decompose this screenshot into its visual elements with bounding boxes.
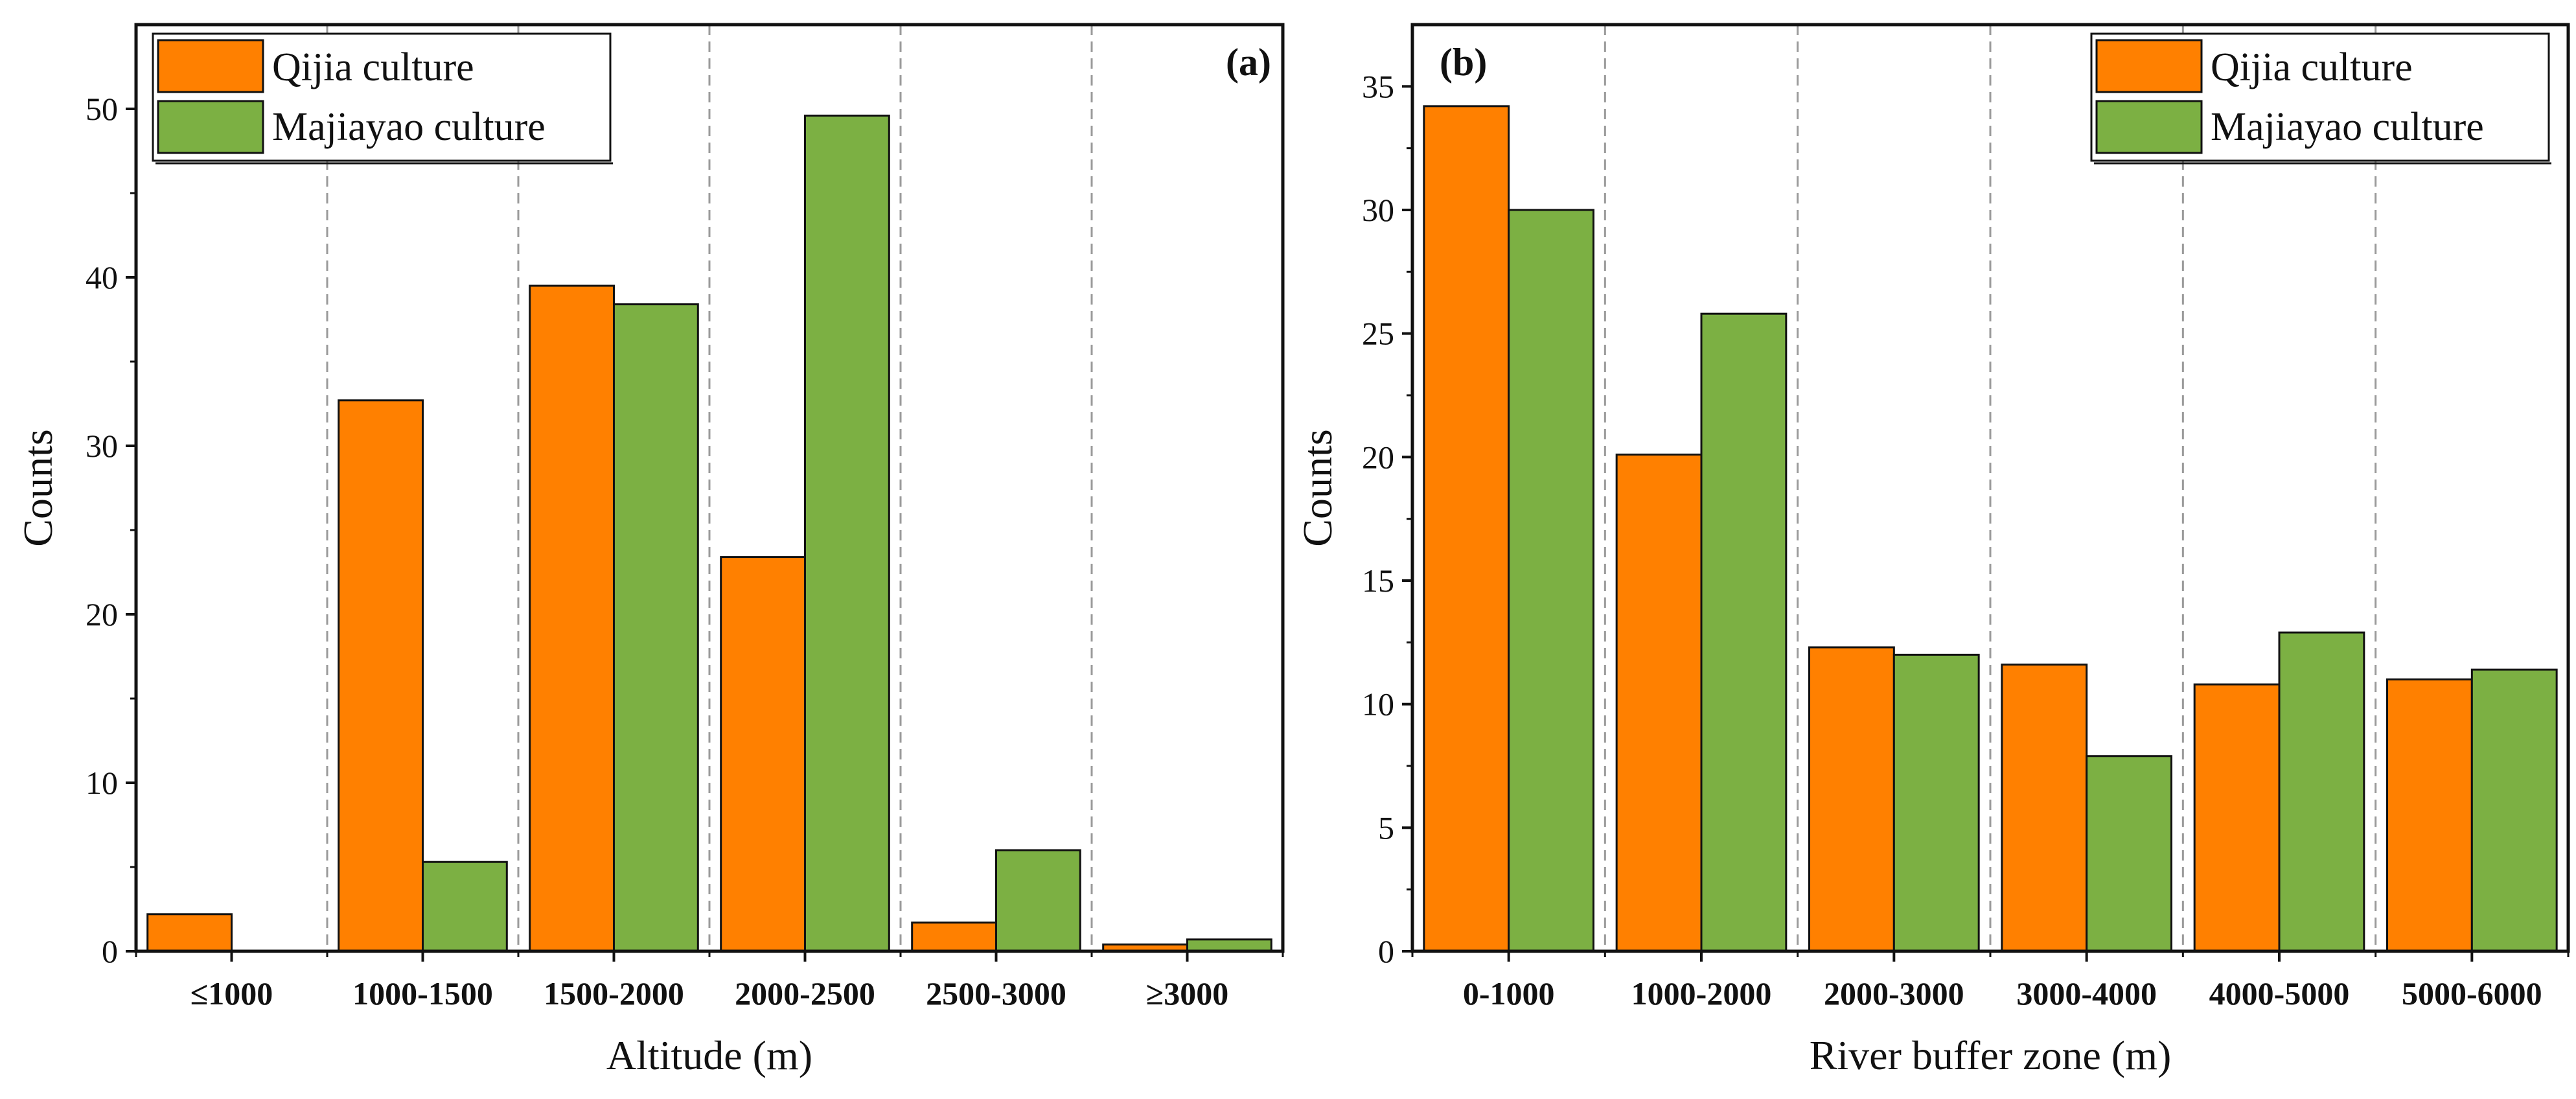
x-tick-label: 2500-3000 [926,975,1066,1012]
bar-qijia-1 [338,399,424,953]
y-axis-title: Counts [15,429,61,546]
bar-qijia-2 [529,284,615,953]
x-tick-label: 0-1000 [1463,975,1555,1012]
x-axis-title: Altitude (m) [606,1032,812,1078]
x-tick-label: 1000-2000 [1631,975,1772,1012]
legend-swatch-majiayao [157,100,264,154]
panel-b: 0 5 10 15 20 25 30 35 0-1000 1000-2000 2000-3000 3… [1294,23,2570,1078]
legend-label-qijia: Qijia culture [272,45,474,89]
x-tick-label: ≥3000 [1146,975,1228,1012]
y-tick-label: 25 [1362,316,1394,352]
y-tick-label: 40 [86,259,118,295]
x-tick-label: ≤1000 [190,975,273,1012]
bar-majiayao-3 [2086,755,2172,953]
bar-qijia-0 [146,913,233,953]
legend-label-majiayao: Majiayao culture [272,105,546,149]
y-tick-label: 35 [1362,68,1394,104]
bar-majiayao-0 [1508,209,1594,953]
bar-majiayao-1 [1700,312,1788,953]
y-tick-label: 20 [86,596,118,632]
bar-majiayao-4 [2278,631,2365,953]
x-tick-label: 2000-2500 [735,975,875,1012]
panel-a: 0 10 20 30 40 50 ≤1000 1000-1500 1500-2000 2000-… [15,23,1285,1078]
y-tick-label: 0 [1378,933,1394,969]
y-tick-label: 30 [86,428,118,464]
bar-qijia-4 [911,921,997,953]
panel-label: (a) [1226,41,1271,84]
y-tick-label: 0 [102,933,118,969]
bar-qijia-3 [2001,664,2088,953]
bar-majiayao-3 [804,114,890,953]
bar-qijia-2 [1808,646,1895,953]
y-tick-label: 30 [1362,192,1394,228]
bar-majiayao-5 [2470,668,2558,953]
legend-label-qijia: Qijia culture [2211,45,2413,89]
y-tick-label: 20 [1362,439,1394,475]
bar-majiayao-2 [1892,653,1980,953]
x-tick-label: 4000-5000 [2209,975,2350,1012]
legend: Qijia culture Majiayao culture [152,32,613,165]
y-tick-label: 5 [1378,809,1394,846]
y-tick-label: 10 [1362,686,1394,723]
x-tick-label: 5000-6000 [2402,975,2542,1012]
x-axis-title: River buffer zone (m) [1810,1032,2172,1078]
x-tick-label: 2000-3000 [1824,975,1964,1012]
bar-qijia-0 [1423,105,1510,953]
bar-majiayao-1 [422,861,508,953]
legend-swatch-qijia [157,39,264,93]
y-axis-title: Counts [1294,429,1340,546]
x-tick-label: 3000-4000 [2016,975,2157,1012]
y-tick-label: 10 [86,765,118,801]
bar-qijia-1 [1615,454,1703,953]
legend-swatch-qijia [2095,39,2203,93]
x-tick-label: 1000-1500 [352,975,493,1012]
bar-qijia-5 [2386,678,2473,953]
y-tick-label: 50 [86,91,118,127]
bar-majiayao-2 [613,303,699,953]
bar-qijia-4 [2193,683,2281,953]
legend-label-majiayao: Majiayao culture [2211,105,2484,149]
bar-qijia-3 [720,556,806,953]
panel-label: (b) [1440,41,1487,84]
x-tick-label: 1500-2000 [544,975,684,1012]
y-tick-label: 15 [1362,562,1394,599]
bar-majiayao-5 [1186,938,1272,953]
bar-majiayao-4 [995,849,1081,953]
legend: Qijia culture Majiayao culture [2090,32,2551,165]
legend-swatch-majiayao [2095,100,2203,154]
